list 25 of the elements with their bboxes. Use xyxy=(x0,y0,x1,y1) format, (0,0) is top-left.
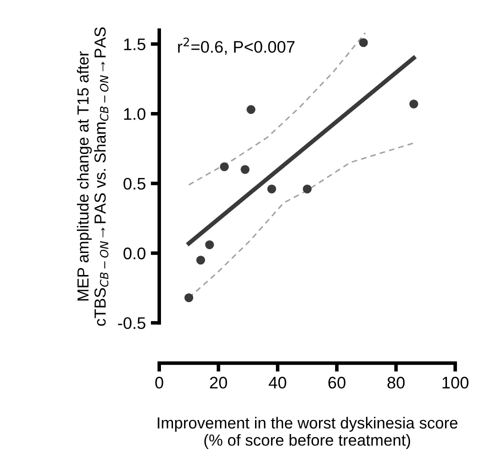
x-tick-label: 100 xyxy=(442,376,468,389)
y-tick-label: 0.5 xyxy=(124,178,146,190)
y-tick-label: -0.5 xyxy=(118,317,146,330)
x-tick-label: 60 xyxy=(328,376,346,389)
point xyxy=(302,184,312,194)
x-tick-label: 40 xyxy=(268,376,286,389)
point xyxy=(205,240,214,250)
x-tick-label: 0 xyxy=(155,376,164,389)
line-series xyxy=(188,32,366,186)
point xyxy=(240,165,250,174)
point xyxy=(359,38,368,48)
point xyxy=(196,256,206,265)
x-tick-label: 20 xyxy=(210,376,228,389)
y-tick-label: 0.0 xyxy=(124,248,146,260)
point xyxy=(184,293,194,302)
annotation: r$^{2}$=0.6, P<0.007 xyxy=(178,38,294,55)
y-axis-title: MEP amplitude change at T15 after cTBS$_{CB−ON}$→PAS vs. Sham$_{CB−ON}$→PAS xyxy=(76,27,108,326)
y-tick-label: 1.0 xyxy=(124,108,146,120)
point xyxy=(267,184,276,194)
point xyxy=(220,162,229,172)
x-tick-label: 80 xyxy=(387,376,405,389)
y-tick-label: 1.5 xyxy=(124,38,146,50)
point xyxy=(409,100,418,108)
point xyxy=(246,105,256,114)
x-axis-title: Improvement in the worst dyskinesia score (% of score before treatment) xyxy=(158,416,458,449)
